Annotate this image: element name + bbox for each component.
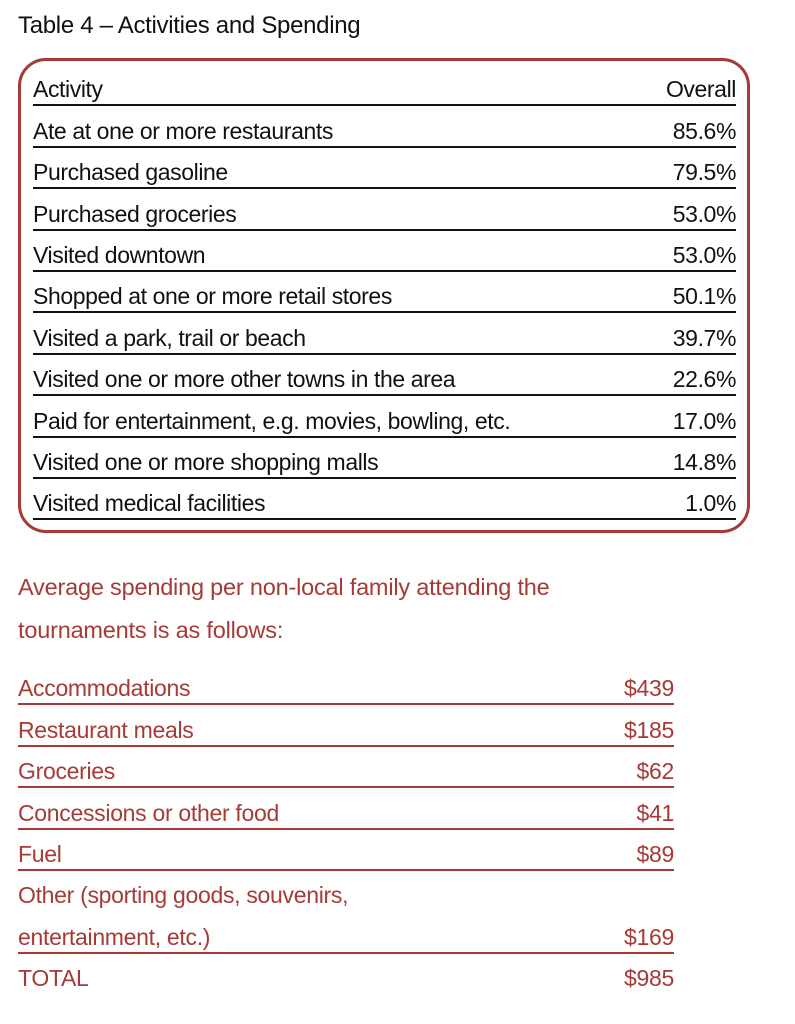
activity-value: 85.6% — [672, 117, 737, 144]
spending-row: Concessions or other food $41 — [18, 788, 675, 830]
activity-label: Purchased gasoline — [33, 159, 228, 186]
table-row: Visited downtown 53.0% — [33, 231, 736, 272]
activity-label: Purchased groceries — [33, 200, 237, 227]
activity-value: 22.6% — [672, 366, 737, 393]
spending-label: Concessions or other food — [18, 799, 279, 826]
activity-value: 17.0% — [672, 407, 737, 434]
table-row: Visited medical facilities 1.0% — [33, 479, 736, 521]
spending-total-row: TOTAL $985 — [18, 954, 674, 995]
activity-label: Shopped at one or more retail stores — [33, 283, 392, 310]
spending-label: Fuel — [18, 840, 62, 867]
table-row: Visited a park, trail or beach 39.7% — [33, 313, 737, 355]
spending-value: $41 — [636, 799, 675, 826]
activity-value: 14.8% — [672, 448, 737, 475]
spending-value: $62 — [636, 758, 675, 785]
table-row: Purchased gasoline 79.5% — [33, 148, 737, 190]
spending-row-other-line1: Other (sporting goods, souvenirs, — [18, 871, 674, 912]
activities-table-border — [18, 58, 750, 533]
activity-value: 53.0% — [672, 241, 737, 268]
spending-intro: Average spending per non-local family at… — [18, 566, 718, 652]
activity-label: Visited one or more shopping malls — [33, 448, 379, 475]
activities-table: Activity Overall Ate at one or more rest… — [33, 65, 737, 521]
spending-row: Fuel $89 — [18, 830, 674, 871]
header-activity: Activity — [33, 76, 103, 103]
spending-value: $169 — [624, 923, 674, 950]
spending-row: Restaurant meals $185 — [18, 705, 674, 747]
spending-row: Groceries $62 — [18, 747, 675, 789]
table-row: Purchased groceries 53.0% — [33, 189, 737, 231]
activity-label: Visited one or more other towns in the a… — [33, 366, 456, 393]
activity-label: Ate at one or more restaurants — [33, 117, 333, 144]
spending-label: Groceries — [18, 758, 115, 785]
activity-value: 39.7% — [672, 324, 737, 351]
table-header-row: Activity Overall — [33, 65, 736, 107]
activity-label: Visited medical facilities — [33, 490, 266, 517]
spending-label: Restaurant meals — [18, 716, 194, 743]
spending-value: $439 — [624, 675, 674, 702]
table-row: Paid for entertainment, e.g. movies, bow… — [33, 396, 737, 438]
table-row: Ate at one or more restaurants 85.6% — [33, 106, 737, 148]
total-label: TOTAL — [18, 965, 89, 992]
intro-line-1: Average spending per non-local family at… — [18, 574, 550, 600]
spending-label: entertainment, etc.) — [18, 923, 211, 950]
activity-value: 79.5% — [672, 159, 737, 186]
spending-label: Accommodations — [18, 675, 191, 702]
intro-line-2: tournaments is as follows: — [18, 617, 284, 643]
activity-label: Paid for entertainment, e.g. movies, bow… — [33, 407, 511, 434]
activity-value: 1.0% — [685, 490, 736, 517]
spending-row-other: entertainment, etc.) $169 — [18, 912, 674, 954]
activity-label: Visited downtown — [33, 241, 206, 268]
spending-row: Accommodations $439 — [18, 664, 674, 706]
total-value: $985 — [624, 965, 674, 992]
table-row: Visited one or more other towns in the a… — [33, 355, 737, 397]
activity-label: Visited a park, trail or beach — [33, 324, 306, 351]
spending-value: $185 — [624, 716, 674, 743]
spending-value: $89 — [636, 840, 675, 867]
table-row: Visited one or more shopping malls 14.8% — [33, 438, 736, 479]
spending-table: Accommodations $439 Restaurant meals $185 … — [18, 664, 674, 995]
spending-label: Other (sporting goods, souvenirs, — [18, 882, 349, 909]
activity-value: 50.1% — [672, 283, 737, 310]
header-overall: Overall — [665, 76, 736, 103]
table-title: Table 4 – Activities and Spending — [18, 12, 361, 39]
table-row: Shopped at one or more retail stores 50.1… — [33, 272, 737, 314]
activity-value: 53.0% — [672, 200, 737, 227]
